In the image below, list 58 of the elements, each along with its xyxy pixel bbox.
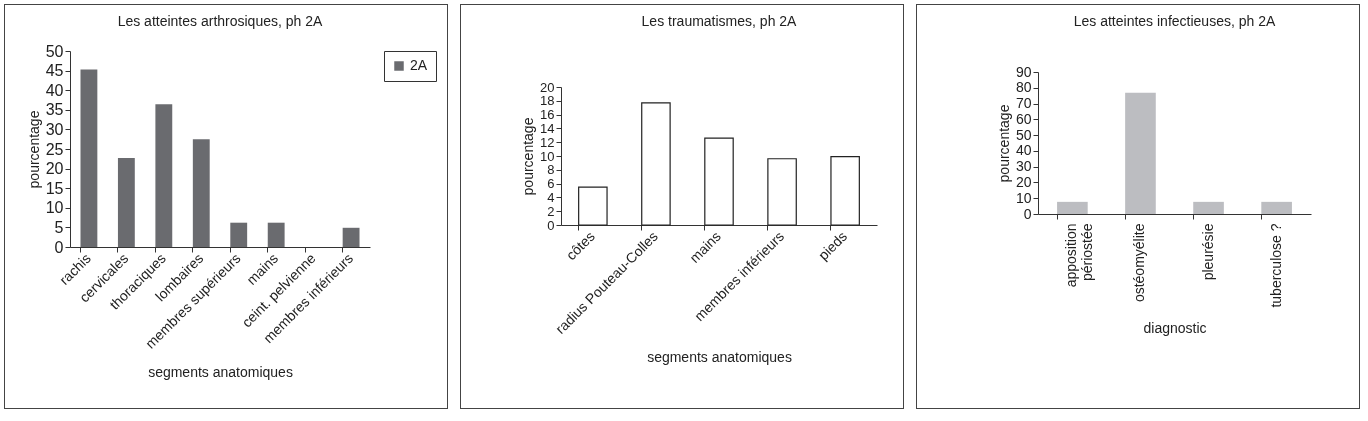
y-tick-label: 4 (547, 189, 555, 205)
y-tick-label: 90 (1015, 63, 1032, 80)
chart-title: Les atteintes arthrosiques, ph 2A (117, 13, 323, 29)
y-tick-label: 0 (1023, 205, 1032, 222)
x-tick-label: ostéomyélite (1131, 223, 1148, 303)
chart-title: Les traumatismes, ph 2A (641, 13, 798, 29)
x-tick-label: pleurésie (1199, 223, 1216, 281)
chart-title: Les atteintes infectieuses, ph 2A (1073, 13, 1276, 29)
y-tick-label: 25 (45, 140, 64, 158)
y-axis-title: pourcentage (995, 104, 1012, 183)
bar (192, 139, 210, 247)
bar (155, 104, 173, 247)
bar (267, 222, 285, 247)
bar (80, 69, 98, 247)
y-tick-label: 10 (45, 199, 64, 217)
y-tick-label: 40 (45, 81, 64, 99)
y-tick-label: 12 (540, 134, 555, 150)
x-axis-title: diagnostic (1143, 319, 1207, 336)
bar (578, 186, 608, 226)
x-tick-label: apposition périostée (1063, 223, 1096, 288)
y-tick-label: 50 (1015, 126, 1032, 143)
y-tick-label: 45 (45, 62, 64, 80)
y-tick-label: 6 (547, 176, 555, 192)
y-tick-label: 16 (540, 107, 555, 123)
y-tick-label: 2 (547, 203, 555, 219)
y-tick-label: 18 (540, 93, 555, 109)
y-tick-label: 20 (1015, 173, 1032, 190)
legend-label: 2A (410, 57, 428, 73)
y-tick-label: 60 (1015, 110, 1032, 127)
y-tick-label: 30 (1015, 158, 1032, 175)
bar (830, 156, 860, 226)
y-tick-label: 20 (45, 160, 64, 178)
y-tick-label: 0 (54, 238, 64, 256)
y-tick-label: 14 (540, 120, 555, 136)
y-tick-label: 40 (1015, 142, 1032, 159)
y-tick-label: 0 (547, 217, 555, 233)
y-axis-title: pourcentage (25, 110, 42, 189)
x-tick-label: tuberculose ? (1267, 223, 1284, 308)
y-tick-label: 5 (54, 218, 64, 236)
y-tick-label: 8 (547, 162, 555, 178)
bar (117, 158, 135, 247)
bar (641, 102, 671, 226)
y-tick-label: 30 (45, 120, 64, 138)
bar (704, 137, 734, 226)
y-tick-label: 80 (1015, 79, 1032, 96)
y-tick-label: 70 (1015, 95, 1032, 112)
y-tick-label: 35 (45, 101, 64, 119)
bar (230, 222, 248, 247)
x-axis-title: segments anatomiques (148, 363, 293, 380)
y-tick-label: 10 (540, 148, 555, 164)
y-tick-label: 15 (45, 179, 64, 197)
x-axis-title: segments anatomiques (647, 348, 792, 365)
y-axis-title: pourcentage (520, 117, 537, 196)
y-tick-label: 20 (540, 79, 555, 95)
y-tick-label: 10 (1015, 189, 1032, 206)
y-tick-label: 50 (45, 42, 64, 60)
bar (342, 227, 360, 247)
bar (767, 158, 797, 226)
